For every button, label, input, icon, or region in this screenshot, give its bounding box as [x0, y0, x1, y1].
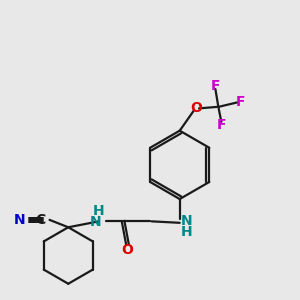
- Text: N: N: [90, 215, 102, 229]
- Text: H: H: [181, 225, 192, 239]
- Text: O: O: [190, 101, 202, 116]
- Text: H: H: [92, 204, 104, 218]
- Text: N: N: [181, 214, 192, 228]
- Text: F: F: [211, 79, 220, 93]
- Text: C: C: [36, 213, 46, 227]
- Text: F: F: [236, 95, 245, 110]
- Text: F: F: [217, 118, 226, 132]
- Text: O: O: [121, 244, 133, 257]
- Text: N: N: [14, 213, 26, 227]
